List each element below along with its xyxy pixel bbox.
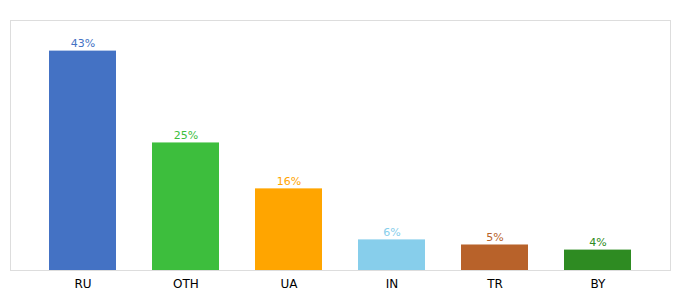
svg-text:UA: UA <box>281 277 299 291</box>
svg-text:IN: IN <box>386 277 399 291</box>
svg-text:OTH: OTH <box>173 277 199 291</box>
svg-text:4%: 4% <box>589 236 606 249</box>
svg-text:BY: BY <box>591 277 607 291</box>
svg-text:5%: 5% <box>486 231 503 244</box>
svg-text:TR: TR <box>486 277 503 291</box>
svg-text:16%: 16% <box>277 175 301 188</box>
svg-text:6%: 6% <box>383 226 400 239</box>
svg-text:43%: 43% <box>71 37 95 50</box>
svg-text:RU: RU <box>74 277 91 291</box>
svg-text:25%: 25% <box>174 129 198 142</box>
